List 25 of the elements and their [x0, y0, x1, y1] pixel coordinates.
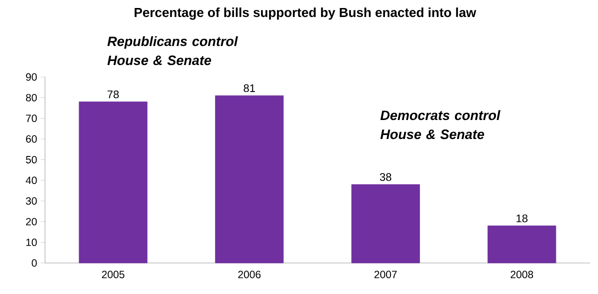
data-label: 38: [380, 173, 392, 181]
text: Republicans control House & Senate: [107, 36, 238, 66]
data-label: 81: [244, 84, 255, 92]
data-label: 78: [108, 90, 119, 98]
y-tick-label: 10: [26, 238, 37, 246]
x-tick-label: 2006: [238, 270, 261, 278]
bar: [78, 102, 148, 264]
x-tick-label: 2008: [510, 270, 534, 278]
annotation: Democrats control House & Senate: [380, 110, 500, 140]
y-tick-label: 50: [26, 156, 37, 164]
x-tick-label: 2007: [374, 270, 397, 278]
bar: [488, 226, 556, 264]
y-tick-label: 0: [32, 259, 37, 267]
y-tick-label: 70: [26, 114, 37, 122]
y-tick-label: 80: [26, 94, 37, 102]
y-tick-label: 90: [26, 73, 37, 81]
chart-title: Percentage of bills supported by Bush enacted into law: [134, 8, 476, 20]
data-label: 18: [516, 214, 528, 222]
y-tick-label: 30: [26, 197, 37, 205]
y-tick-label: 20: [26, 218, 37, 226]
bar: [351, 184, 420, 264]
bar: [215, 95, 284, 264]
x-tick-label: 2005: [102, 270, 124, 278]
y-tick-label: 60: [26, 135, 37, 143]
y-tick-label: 40: [26, 176, 37, 184]
